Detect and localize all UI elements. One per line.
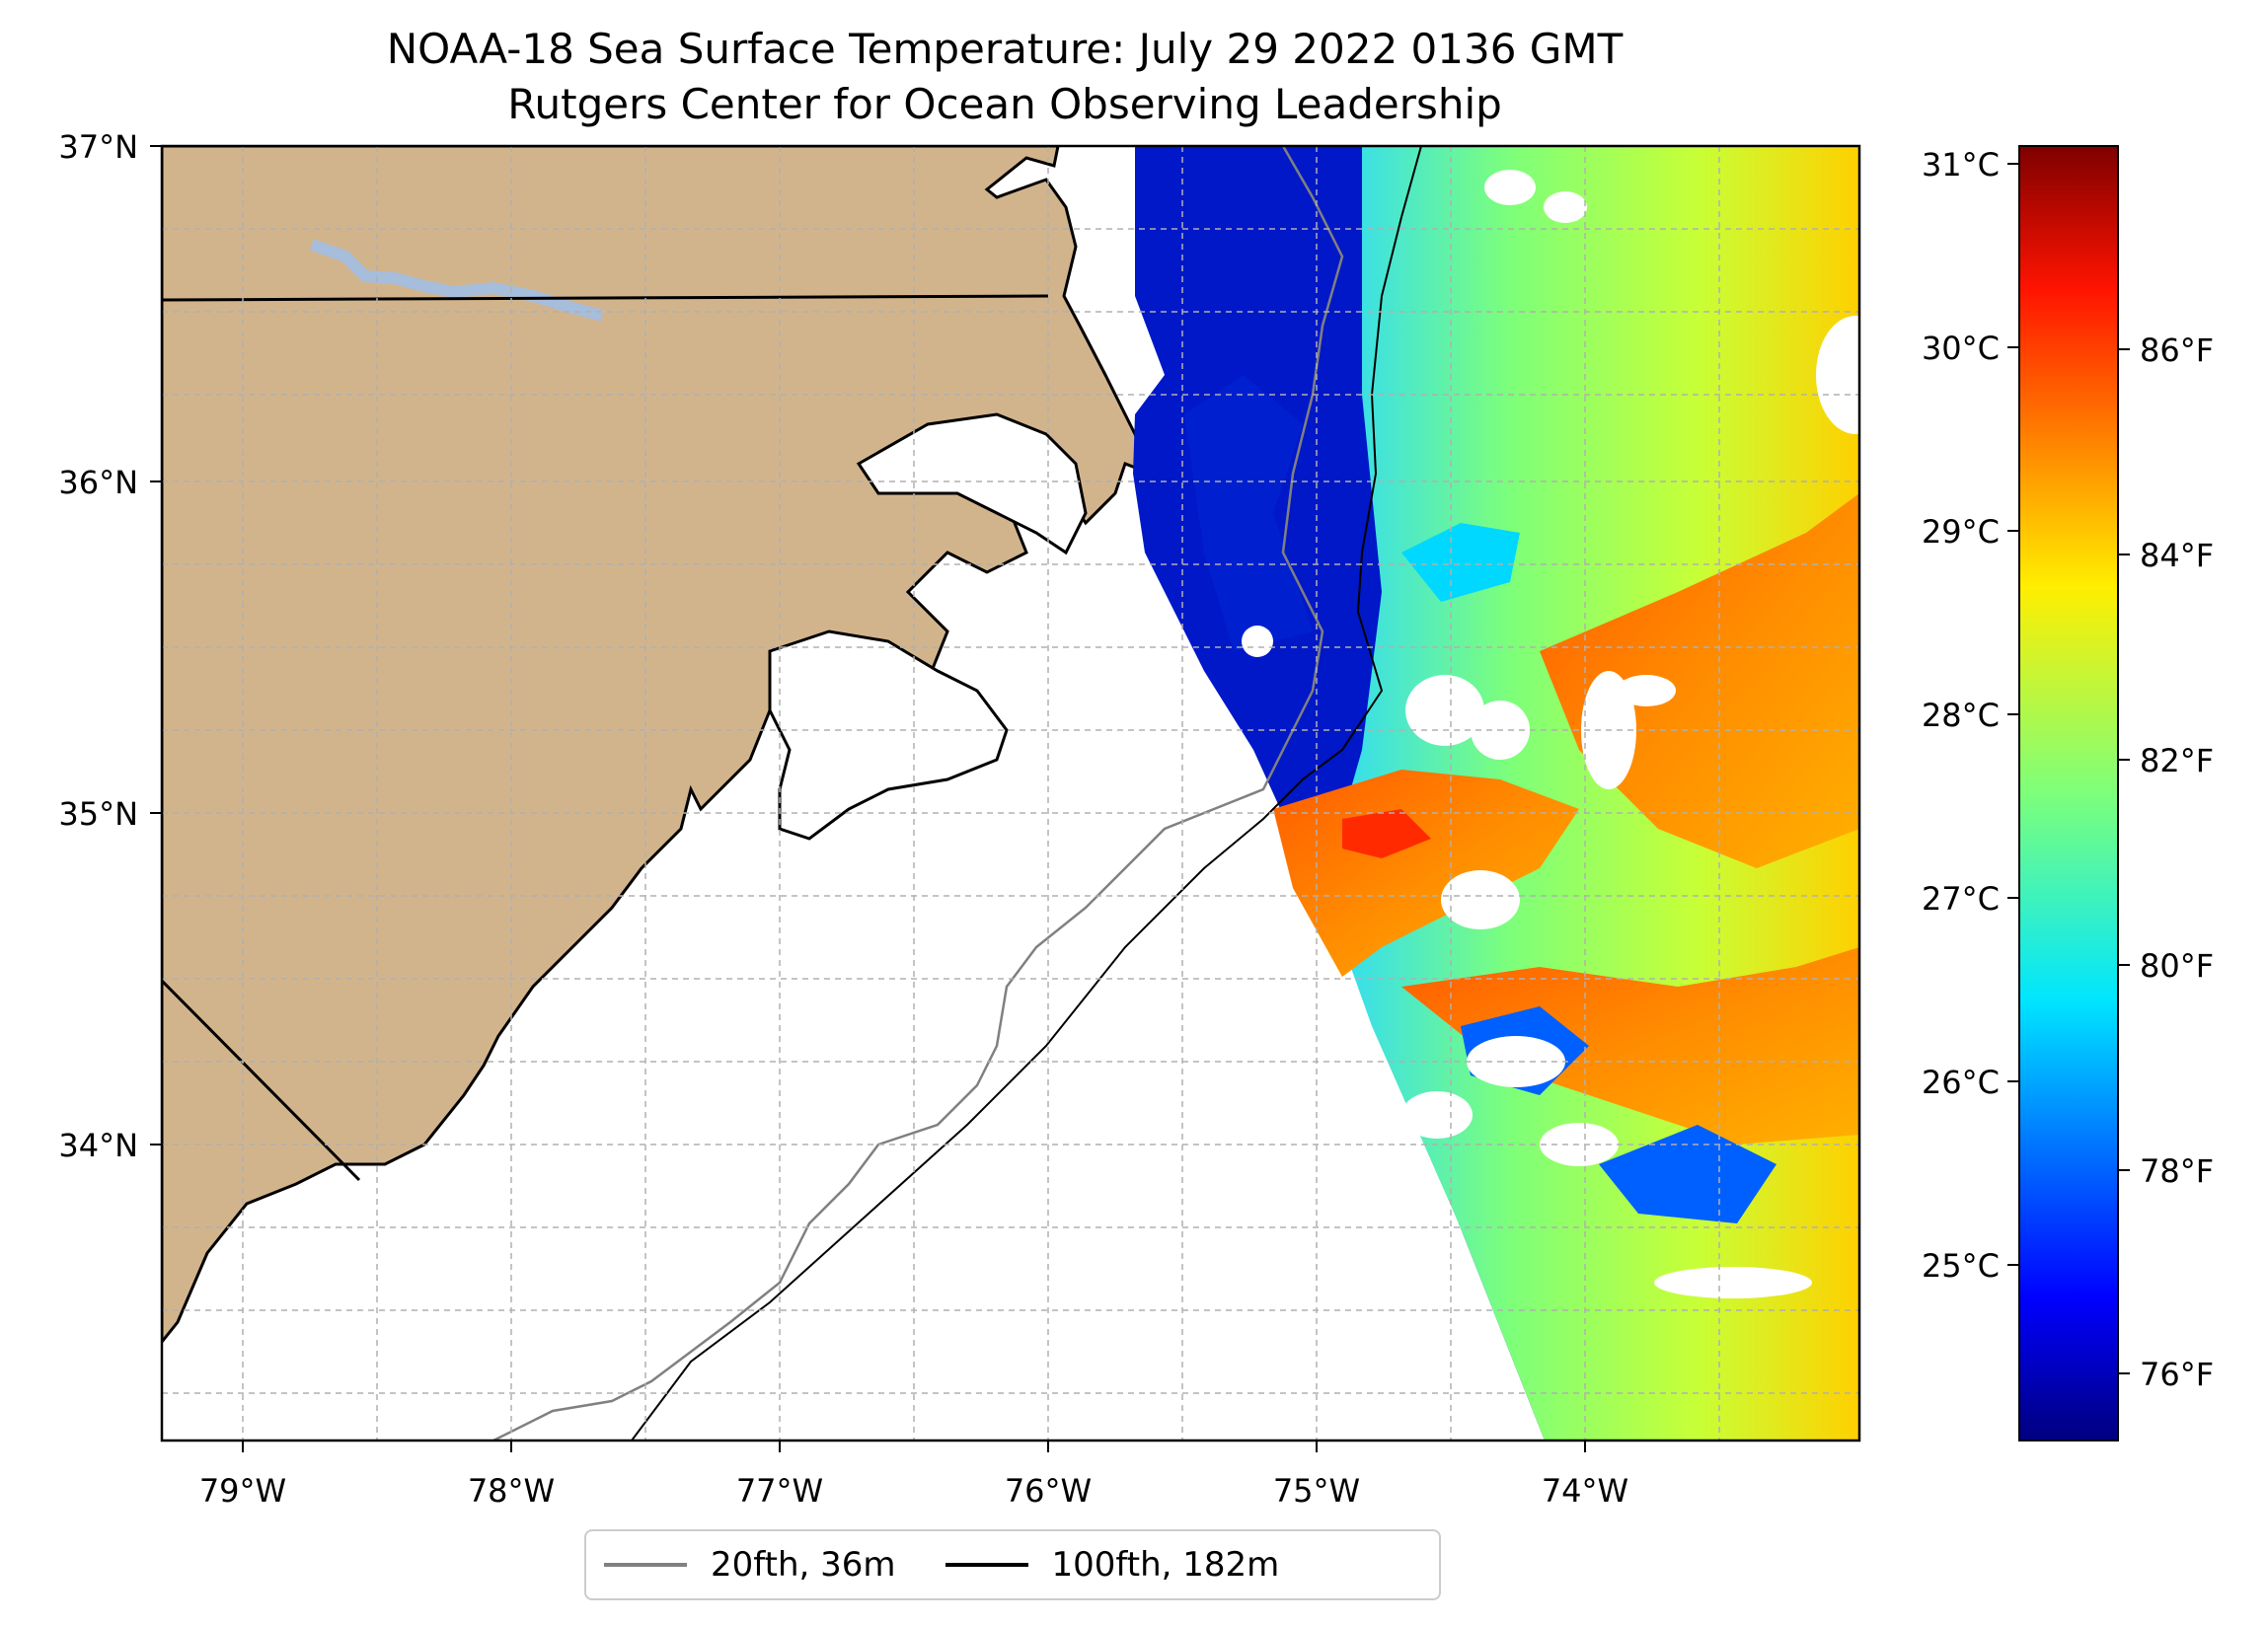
- figure-subtitle: Rutgers Center for Ocean Observing Leade…: [507, 80, 1502, 128]
- colorbar: [2018, 145, 2119, 1441]
- albemarle-sound: [856, 412, 1088, 555]
- lat-tick-35n: 35°N: [58, 795, 138, 833]
- cbar-f-76: 76°F: [2140, 1356, 2214, 1393]
- cbar-c-25: 25°C: [1922, 1247, 2000, 1285]
- lon-tick-76w: 76°W: [1005, 1472, 1092, 1510]
- pamlico-sound: [768, 629, 1009, 841]
- cbar-c-27: 27°C: [1922, 880, 2000, 918]
- lon-tick-77w: 77°W: [736, 1472, 823, 1510]
- lon-tick-79w: 79°W: [199, 1472, 286, 1510]
- legend-line-black: [945, 1563, 1028, 1567]
- legend-label-20fth: 20fth, 36m: [711, 1545, 896, 1585]
- lon-tick-74w: 74°W: [1542, 1472, 1628, 1510]
- sst-swath: [1133, 146, 1859, 1441]
- legend-line-gray: [604, 1563, 687, 1567]
- lon-tick-78w: 78°W: [468, 1472, 555, 1510]
- map-frame: [160, 144, 1861, 1442]
- graticule: [162, 146, 1859, 1441]
- cbar-c-31: 31°C: [1922, 146, 2000, 184]
- cbar-f-78: 78°F: [2140, 1152, 2214, 1190]
- axis-ticks: [150, 145, 1586, 1452]
- nc-va-border: [162, 294, 1049, 302]
- colorbar-ticks: [2007, 163, 2130, 1374]
- cbar-f-86: 86°F: [2140, 332, 2214, 369]
- map-area: [162, 146, 1859, 1441]
- figure-title: NOAA-18 Sea Surface Temperature: July 29…: [386, 25, 1624, 73]
- cbar-c-26: 26°C: [1922, 1064, 2000, 1101]
- cbar-f-80: 80°F: [2140, 947, 2214, 985]
- legend-item-100fth: 100fth, 182m: [945, 1545, 1280, 1585]
- lake-gaston: [310, 239, 604, 322]
- cbar-c-30: 30°C: [1922, 330, 2000, 367]
- legend-label-100fth: 100fth, 182m: [1051, 1545, 1280, 1585]
- nc-sc-border: [162, 979, 361, 1182]
- cbar-c-28: 28°C: [1922, 697, 2000, 734]
- isobath-20fth: [492, 146, 1344, 1441]
- lat-tick-37n: 37°N: [58, 128, 138, 166]
- legend-item-20fth: 20fth, 36m: [604, 1545, 896, 1585]
- cbar-f-82: 82°F: [2140, 742, 2214, 779]
- lat-tick-36n: 36°N: [58, 464, 138, 501]
- lon-tick-75w: 75°W: [1273, 1472, 1360, 1510]
- lat-tick-34n: 34°N: [58, 1127, 138, 1164]
- cbar-f-84: 84°F: [2140, 537, 2214, 574]
- isobath-legend: 20fth, 36m 100fth, 182m: [584, 1529, 1441, 1600]
- cbar-c-29: 29°C: [1922, 513, 2000, 551]
